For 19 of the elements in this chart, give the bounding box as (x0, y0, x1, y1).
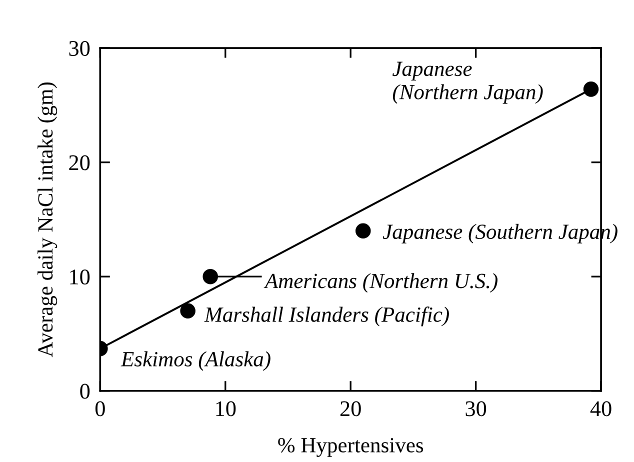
x-tick-label: 0 (95, 401, 105, 416)
y-tick-label: 30 (69, 40, 90, 56)
x-axis-title: % Hypertensives (278, 438, 424, 457)
point (355, 223, 371, 239)
x-tick-label: 40 (590, 401, 612, 416)
point (583, 82, 599, 97)
annotation: Eskimos (Alaska) (120, 351, 270, 371)
y-tick-label: 10 (70, 270, 90, 285)
annotation: Japanese (Northern Japan) (392, 62, 543, 104)
annotation: Americans (Northern U.S.) (264, 273, 498, 293)
x-tick-label: 30 (466, 401, 486, 416)
y-tick-label: 0 (80, 384, 90, 399)
x-tick-label: 20 (340, 401, 361, 416)
y-axis-title: Average daily NaCl intake (gm) (38, 82, 58, 358)
point (202, 268, 218, 284)
y-tick-label: 20 (69, 155, 90, 170)
x-tick-label: 10 (216, 401, 236, 416)
point (180, 303, 196, 319)
annotation: Marshall Islanders (Pacific) (204, 306, 449, 326)
